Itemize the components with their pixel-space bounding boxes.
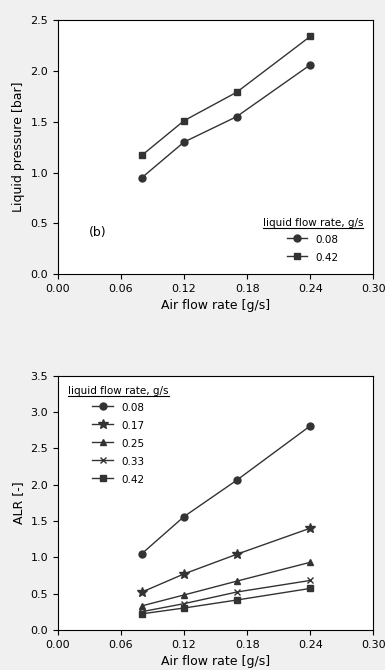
Line: 0.08: 0.08 [139,422,314,557]
0.25 [234,577,239,585]
Line: 0.42: 0.42 [139,33,314,159]
X-axis label: Air flow rate [g/s]: Air flow rate [g/s] [161,299,270,312]
0.08 [182,138,186,146]
0.42 [308,32,313,40]
Text: (b): (b) [89,226,107,239]
0.33 [140,608,144,616]
0.42 [182,117,186,125]
0.08 [234,476,239,484]
0.42 [234,596,239,604]
0.42 [182,604,186,612]
0.42 [234,88,239,96]
0.08 [308,61,313,69]
0.17 [182,570,186,578]
0.08 [140,174,144,182]
Line: 0.25: 0.25 [139,559,314,609]
0.42 [140,610,144,618]
0.08 [140,549,144,557]
0.33 [234,588,239,596]
0.25 [140,602,144,610]
0.25 [308,558,313,566]
Y-axis label: Liquid pressure [bar]: Liquid pressure [bar] [12,82,25,212]
0.08 [234,113,239,121]
Line: 0.17: 0.17 [137,523,315,597]
0.25 [182,591,186,599]
Line: 0.08: 0.08 [139,62,314,181]
Line: 0.33: 0.33 [139,577,314,615]
Legend: 0.08, 0.42: 0.08, 0.42 [257,212,368,269]
0.42 [140,151,144,159]
X-axis label: Air flow rate [g/s]: Air flow rate [g/s] [161,655,270,668]
0.17 [140,588,144,596]
Legend: 0.08, 0.17, 0.25, 0.33, 0.42: 0.08, 0.17, 0.25, 0.33, 0.42 [63,381,174,491]
0.08 [308,422,313,430]
Y-axis label: ALR [-]: ALR [-] [12,482,25,524]
0.17 [308,524,313,532]
0.33 [182,600,186,608]
0.17 [234,550,239,558]
0.42 [308,584,313,592]
0.08 [182,513,186,521]
0.33 [308,576,313,584]
Line: 0.42: 0.42 [139,585,314,617]
